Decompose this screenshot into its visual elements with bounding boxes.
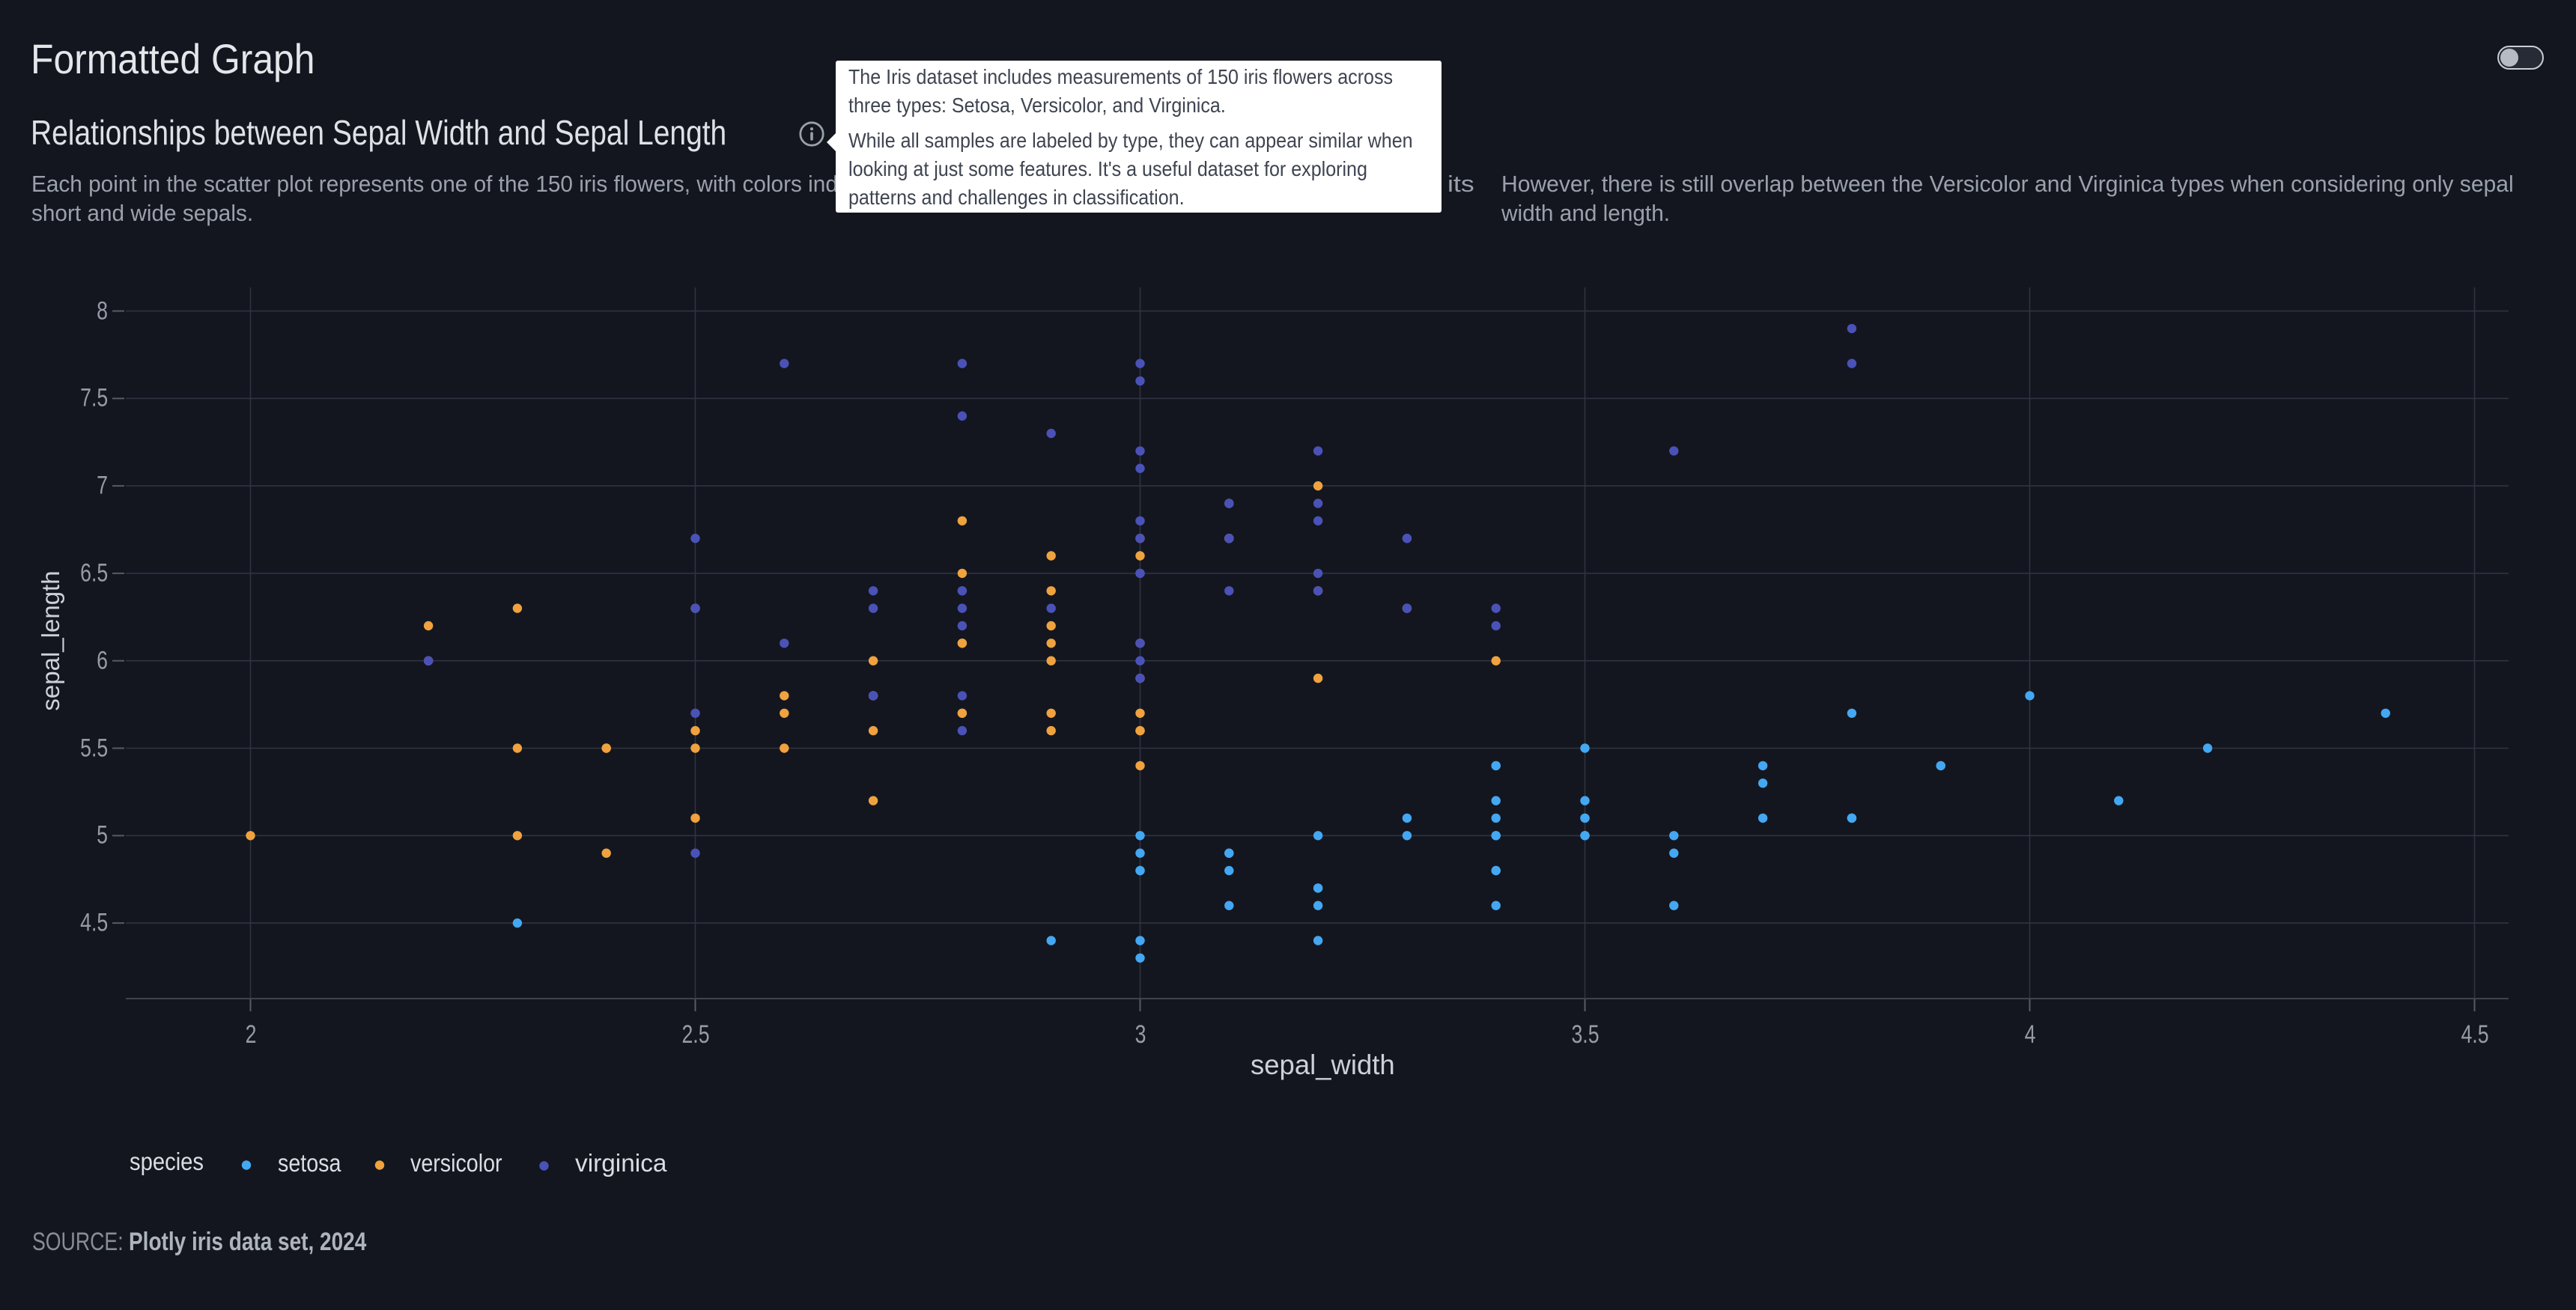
svg-text:sepal_length: sepal_length <box>37 570 64 710</box>
